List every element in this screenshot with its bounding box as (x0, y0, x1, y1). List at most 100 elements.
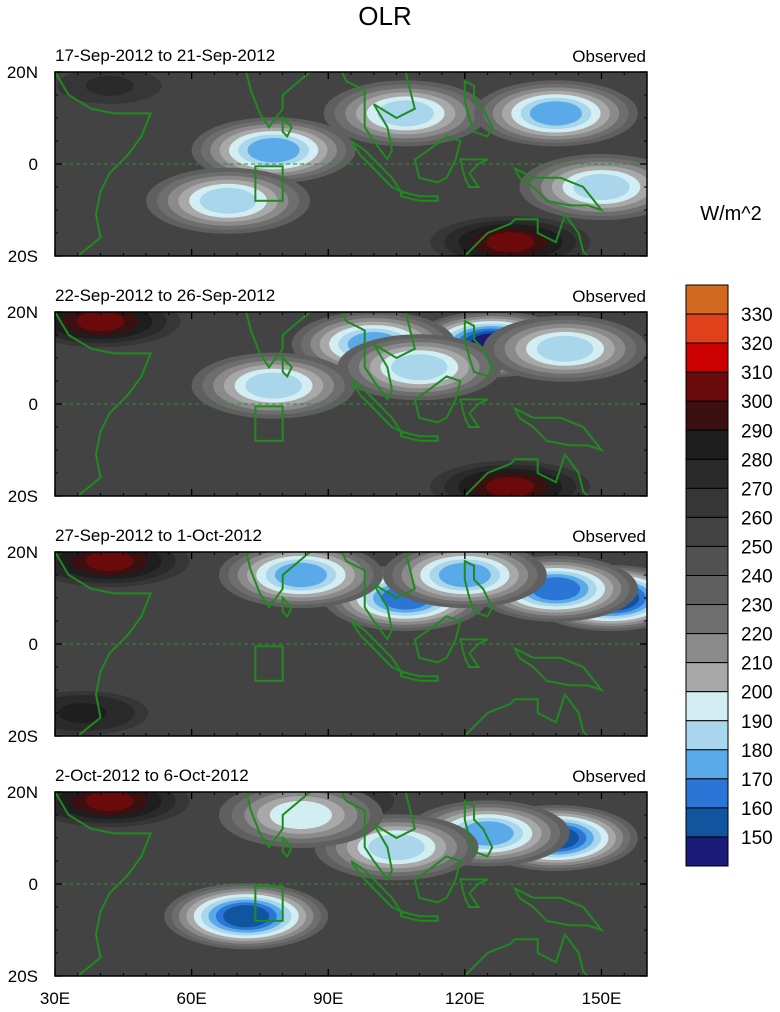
cold-contour (245, 372, 302, 399)
panel-observed-label: Observed (572, 767, 646, 786)
cold-contour (536, 335, 594, 362)
coastline (281, 115, 294, 139)
warm-contour (85, 75, 134, 96)
coastline (400, 430, 439, 442)
coastline (463, 799, 494, 858)
coastline (459, 878, 489, 908)
colorbar-swatch (685, 778, 729, 809)
colorbar-swatch (685, 545, 729, 577)
colorbar-level-label: 250 (741, 537, 773, 558)
cold-contour (199, 187, 257, 214)
region-box (254, 885, 284, 922)
warm-contour (58, 703, 107, 723)
colorbar-swatch (685, 284, 729, 315)
coastline (400, 190, 439, 202)
warm-contour (486, 476, 535, 496)
coastline (400, 910, 439, 922)
coastline (281, 595, 294, 619)
panel-date-range: 17-Sep-2012 to 21-Sep-2012 (55, 46, 275, 65)
colorbar-level-label: 170 (741, 770, 773, 791)
panel-observed-label: Observed (572, 47, 646, 66)
y-tick-label: 20S (8, 487, 38, 506)
region-box (254, 405, 284, 442)
colorbar-level-label: 320 (741, 334, 773, 355)
colorbar-level-label: 330 (741, 305, 773, 326)
y-tick-label: 0 (29, 875, 38, 894)
colorbar-level-label: 280 (741, 450, 773, 471)
olr-panel-3: 20N 0 20S 27-Sep-2012 to 1-Oct-2012 Observed (7, 526, 648, 746)
colorbar-level-label: 160 (741, 799, 773, 820)
colorbar-swatch (685, 604, 729, 635)
figure-title: OLR (358, 1, 411, 31)
colorbar-swatch (685, 575, 729, 606)
coastline (512, 646, 605, 693)
y-tick-label: 0 (29, 635, 38, 654)
y-tick-label: 0 (29, 155, 38, 174)
cold-contour (274, 562, 327, 588)
coastline (55, 72, 153, 256)
x-tick-label: 60E (176, 989, 206, 1008)
panel-observed-label: Observed (572, 527, 646, 546)
coastline (191, 552, 416, 642)
warm-contour (76, 312, 125, 332)
coastline (512, 406, 605, 453)
cold-contour (391, 354, 448, 381)
region-box (254, 165, 284, 202)
panel-date-range: 22-Sep-2012 to 26-Sep-2012 (55, 286, 275, 305)
colorbar-level-label: 230 (741, 596, 773, 617)
colorbar-level-label: 200 (741, 683, 773, 704)
y-tick-label: 20N (7, 63, 38, 82)
coastline (512, 166, 605, 213)
panel-date-range: 2-Oct-2012 to 6-Oct-2012 (55, 766, 249, 785)
colorbar-swatch (685, 429, 729, 460)
coastline (55, 552, 153, 736)
colorbar-swatch (685, 720, 729, 751)
coastline (191, 312, 416, 402)
colorbar-swatch (685, 516, 729, 547)
colorbar: 330 320 310 300 290 280 270 260 250 240 230 220 210 2… (685, 284, 773, 867)
panel-observed-label: Observed (572, 287, 646, 306)
coastline (512, 886, 605, 933)
colorbar-level-label: 190 (741, 712, 773, 733)
y-tick-label: 20S (8, 967, 38, 986)
colorbar-level-label: 260 (741, 508, 773, 529)
colorbar-swatch (685, 400, 729, 431)
y-tick-label: 20S (8, 247, 38, 266)
coastline (281, 355, 294, 379)
warm-contour (486, 232, 535, 253)
colorbar-swatch (685, 691, 729, 722)
y-tick-label: 20N (7, 543, 38, 562)
cold-contour (247, 138, 300, 163)
x-tick-label: 90E (313, 989, 343, 1008)
colorbar-swatch (685, 313, 729, 344)
cold-contour (529, 101, 582, 126)
coastline (459, 398, 489, 428)
colorbar-swatch (685, 371, 729, 402)
coastline (55, 312, 153, 496)
colorbar-level-label: 220 (741, 625, 773, 646)
colorbar-swatch (685, 633, 729, 664)
colorbar-level-label: 300 (741, 392, 773, 413)
olr-panel-4: 20N 0 20S 2-Oct-2012 to 6-Oct-2012 Observed (7, 766, 648, 986)
x-tick-label: 150E (582, 989, 622, 1008)
coastline (464, 692, 589, 736)
coastline (464, 932, 589, 976)
x-tick-label: 30E (40, 989, 70, 1008)
colorbar-level-label: 180 (741, 741, 773, 762)
panels-group: 20N 0 20S 17-Sep-2012 to 21-Sep-2012 Observe… (7, 46, 648, 986)
colorbar-swatch (685, 458, 729, 489)
olr-panel-2: 20N 0 20S 22-Sep-2012 to 26-Sep-2012 Observe… (7, 286, 648, 506)
coastline (400, 670, 439, 682)
region-box (254, 645, 284, 682)
y-tick-label: 20N (7, 783, 38, 802)
coastline (463, 559, 494, 618)
olr-panel-1: 20N 0 20S 17-Sep-2012 to 21-Sep-2012 Observe… (7, 46, 648, 266)
coastline (463, 319, 494, 378)
colorbar-level-label: 310 (741, 363, 773, 384)
x-axis: 30E 60E 90E 120E 150E (40, 989, 621, 1008)
coastline (413, 855, 462, 904)
colorbar-level-label: 240 (741, 567, 773, 588)
warm-contour (85, 792, 134, 812)
coastline (413, 135, 462, 184)
